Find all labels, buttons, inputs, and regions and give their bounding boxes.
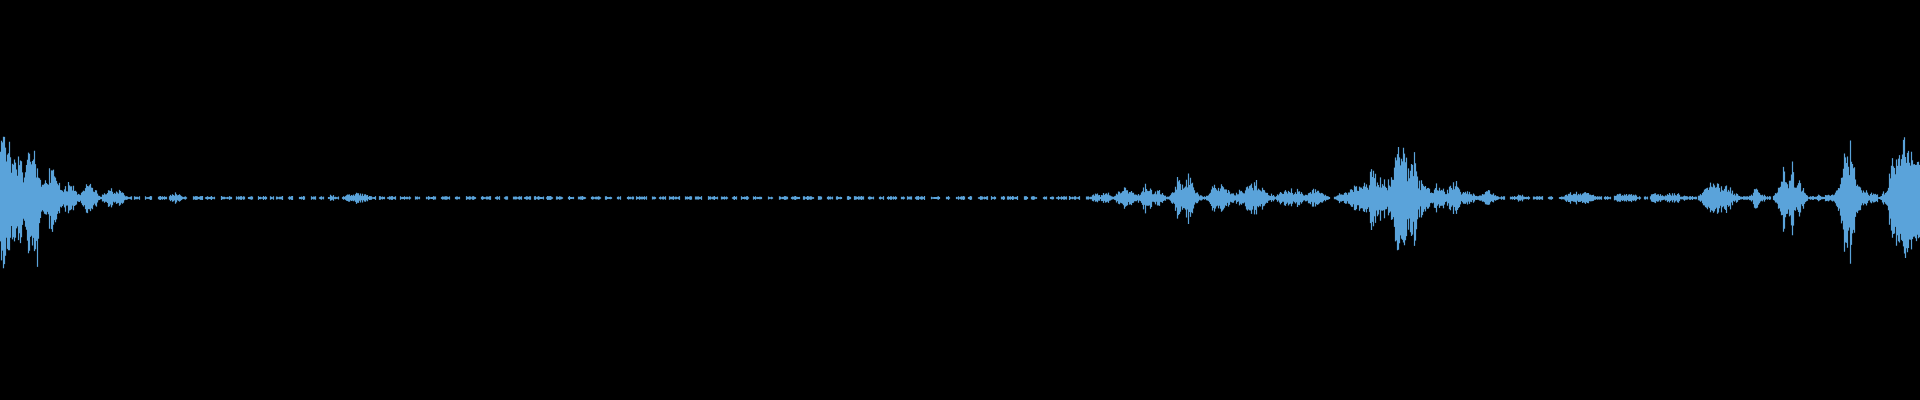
waveform-path bbox=[0, 136, 1920, 269]
